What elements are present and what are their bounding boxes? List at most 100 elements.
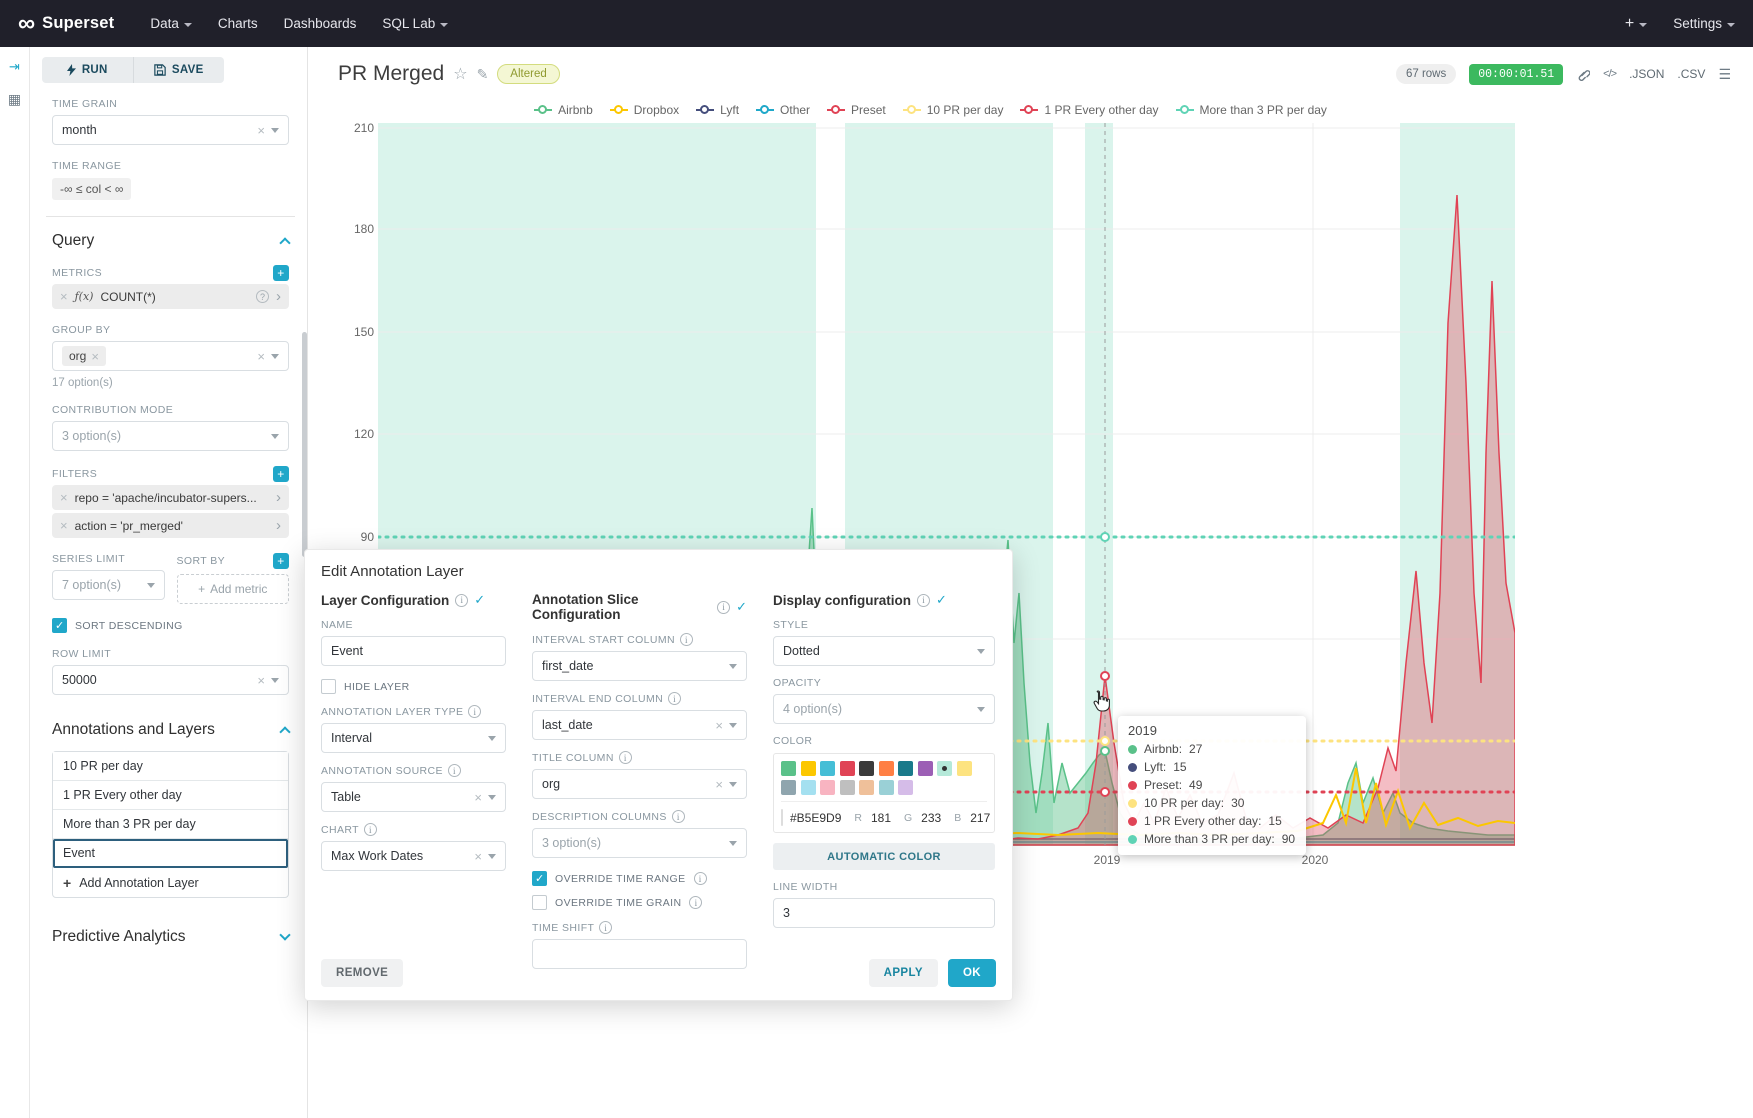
dataset-grid-icon[interactable]: ▦ bbox=[7, 91, 22, 107]
time-grain-select[interactable]: month bbox=[52, 115, 289, 145]
series-limit-select[interactable]: 7 option(s) bbox=[52, 570, 165, 600]
group-by-select[interactable]: org bbox=[52, 341, 289, 371]
color-swatch[interactable] bbox=[781, 761, 796, 776]
automatic-color-button[interactable]: AUTOMATIC COLOR bbox=[773, 843, 995, 870]
color-swatch[interactable] bbox=[859, 761, 874, 776]
hide-layer-row[interactable]: HIDE LAYER bbox=[321, 679, 506, 694]
interval-end-column-select[interactable]: last_date bbox=[532, 710, 747, 740]
export-json-button[interactable]: .JSON bbox=[1629, 67, 1665, 81]
time-shift-input[interactable] bbox=[532, 939, 747, 969]
expand-panel-icon[interactable]: ⇥ bbox=[9, 59, 20, 74]
clear-icon[interactable] bbox=[257, 124, 265, 137]
add-metric-icon[interactable]: + bbox=[273, 265, 289, 281]
legend-item[interactable]: More than 3 PR per day bbox=[1175, 103, 1327, 117]
expand-metric-icon[interactable] bbox=[276, 288, 281, 305]
legend-item[interactable]: Dropbox bbox=[609, 103, 679, 117]
nav-menu-charts[interactable]: Charts bbox=[218, 16, 258, 31]
color-swatch[interactable] bbox=[878, 761, 894, 776]
time-range-tag[interactable]: -∞ ≤ col < ∞ bbox=[52, 178, 132, 200]
contribution-mode-select[interactable]: 3 option(s) bbox=[52, 421, 289, 451]
hide-layer-checkbox[interactable] bbox=[321, 679, 336, 694]
clear-icon[interactable] bbox=[474, 791, 482, 804]
new-item-button[interactable]: + bbox=[1625, 15, 1648, 33]
apply-button[interactable]: APPLY bbox=[868, 959, 938, 987]
sort-descending-row[interactable]: SORT DESCENDING bbox=[52, 618, 289, 633]
filter-pill[interactable]: repo = 'apache/incubator-supers... bbox=[52, 485, 289, 510]
color-swatch[interactable] bbox=[898, 761, 913, 776]
name-input[interactable] bbox=[321, 636, 506, 666]
color-swatch[interactable] bbox=[800, 780, 816, 795]
ok-button[interactable]: OK bbox=[947, 959, 996, 987]
nav-menu-data[interactable]: Data bbox=[150, 16, 192, 31]
annotation-layer-item[interactable]: 10 PR per day bbox=[53, 752, 288, 781]
legend-item[interactable]: 1 PR Every other day bbox=[1020, 103, 1159, 117]
clear-icon[interactable] bbox=[474, 850, 482, 863]
annotation-layer-item-selected[interactable]: Event bbox=[53, 839, 288, 868]
opacity-select[interactable]: 4 option(s) bbox=[773, 694, 995, 724]
export-csv-button[interactable]: .CSV bbox=[1677, 67, 1706, 81]
remove-button[interactable]: REMOVE bbox=[321, 959, 404, 987]
edit-title-icon[interactable] bbox=[477, 66, 489, 83]
clear-icon[interactable] bbox=[257, 674, 265, 687]
override-time-range-checkbox[interactable] bbox=[532, 871, 547, 886]
interval-start-column-select[interactable]: first_date bbox=[532, 651, 747, 681]
remove-tag-icon[interactable] bbox=[91, 350, 99, 363]
annotation-layer-item[interactable]: 1 PR Every other day bbox=[53, 781, 288, 810]
clear-icon[interactable] bbox=[715, 778, 723, 791]
annotations-section-header[interactable]: Annotations and Layers bbox=[52, 721, 291, 739]
color-swatch[interactable] bbox=[956, 761, 972, 776]
color-swatch[interactable] bbox=[898, 780, 913, 795]
sort-by-add-metric[interactable]: + Add metric bbox=[176, 574, 289, 604]
color-swatch[interactable] bbox=[937, 761, 952, 776]
title-column-select[interactable]: org bbox=[532, 769, 747, 799]
panel-scrollbar[interactable] bbox=[302, 332, 307, 557]
add-filter-icon[interactable]: + bbox=[273, 466, 289, 482]
clear-icon[interactable] bbox=[715, 719, 723, 732]
view-query-icon[interactable] bbox=[1603, 68, 1616, 80]
line-width-input[interactable] bbox=[773, 898, 995, 928]
chart-select[interactable]: Max Work Dates bbox=[321, 841, 506, 871]
superset-logo[interactable]: ∞ Superset bbox=[18, 11, 114, 35]
add-annotation-layer-button[interactable]: + Add Annotation Layer bbox=[53, 868, 288, 897]
description-columns-select[interactable]: 3 option(s) bbox=[532, 828, 747, 858]
expand-filter-icon[interactable] bbox=[276, 489, 281, 506]
color-swatch[interactable] bbox=[859, 780, 874, 795]
color-swatch[interactable] bbox=[839, 761, 855, 776]
nav-menu-dashboards[interactable]: Dashboards bbox=[284, 16, 357, 31]
override-time-grain-row[interactable]: OVERRIDE TIME GRAIN bbox=[532, 895, 747, 910]
color-swatch[interactable] bbox=[820, 780, 835, 795]
predictive-section-header[interactable]: Predictive Analytics bbox=[52, 928, 291, 946]
legend-item[interactable]: Other bbox=[756, 103, 810, 117]
legend-item[interactable]: Airbnb bbox=[534, 103, 593, 117]
nav-menu-sqllab[interactable]: SQL Lab bbox=[382, 16, 449, 31]
row-limit-select[interactable]: 50000 bbox=[52, 665, 289, 695]
run-button[interactable]: RUN bbox=[42, 57, 134, 83]
remove-filter-icon[interactable] bbox=[60, 519, 68, 532]
color-swatch[interactable] bbox=[781, 780, 796, 795]
legend-item[interactable]: 10 PR per day bbox=[902, 103, 1003, 117]
group-by-tag[interactable]: org bbox=[62, 346, 106, 366]
legend-item[interactable]: Lyft bbox=[696, 103, 739, 117]
save-button[interactable]: SAVE bbox=[134, 57, 225, 83]
legend-item[interactable]: Preset bbox=[827, 103, 886, 117]
clear-icon[interactable] bbox=[257, 350, 265, 363]
remove-filter-icon[interactable] bbox=[60, 491, 68, 504]
annotation-layer-type-select[interactable]: Interval bbox=[321, 723, 506, 753]
color-swatch[interactable] bbox=[800, 761, 816, 776]
color-swatch[interactable] bbox=[820, 761, 835, 776]
annotation-source-select[interactable]: Table bbox=[321, 782, 506, 812]
color-swatch[interactable] bbox=[839, 780, 855, 795]
expand-filter-icon[interactable] bbox=[276, 517, 281, 534]
metric-pill[interactable]: ƒ(x) COUNT(*) bbox=[52, 284, 289, 309]
override-time-range-row[interactable]: OVERRIDE TIME RANGE bbox=[532, 871, 747, 886]
remove-metric-icon[interactable] bbox=[60, 290, 68, 303]
override-time-grain-checkbox[interactable] bbox=[532, 895, 547, 910]
sort-descending-checkbox[interactable] bbox=[52, 618, 67, 633]
query-section-header[interactable]: Query bbox=[52, 232, 291, 250]
share-link-icon[interactable] bbox=[1576, 67, 1591, 81]
color-swatch[interactable] bbox=[878, 780, 894, 795]
color-swatch[interactable] bbox=[917, 761, 933, 776]
more-options-icon[interactable] bbox=[1718, 66, 1731, 83]
favorite-star-icon[interactable] bbox=[453, 64, 467, 84]
annotation-layer-item[interactable]: More than 3 PR per day bbox=[53, 810, 288, 839]
